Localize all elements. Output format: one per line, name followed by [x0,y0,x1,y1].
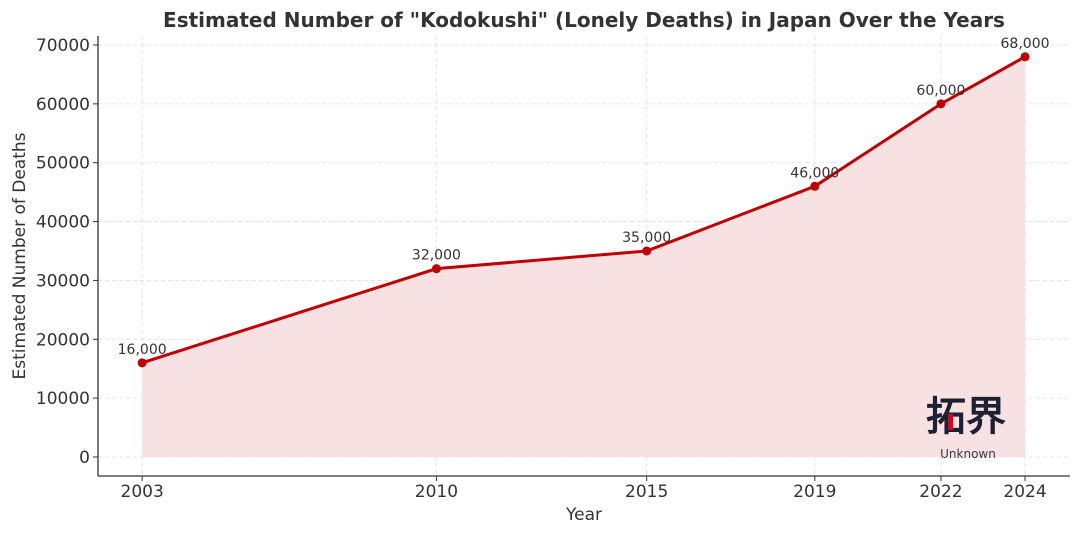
data-point [1020,52,1030,62]
watermark-logo: 拓界 Unknown [926,394,1006,461]
data-point [810,181,820,191]
x-tick-label: 2019 [793,482,836,502]
watermark-logo-text: 拓界 [926,394,1006,440]
data-point [137,358,147,368]
data-label: 16,000 [118,342,167,358]
y-axis-label: Estimated Number of Deaths [10,132,30,379]
data-label: 35,000 [622,230,671,246]
watermark-logo-accent [948,414,953,430]
series-line [141,55,1026,365]
y-tick-label: 50000 [36,154,90,174]
y-tick-label: 10000 [36,389,90,409]
x-tick-label: 2015 [625,482,668,502]
data-label: 68,000 [1001,36,1050,52]
data-point [642,246,652,256]
data-label: 60,000 [916,83,965,99]
chart-title: Estimated Number of "Kodokushi" (Lonely … [163,8,1005,32]
x-axis-label: Year [565,505,602,525]
watermark-subtitle: Unknown [940,447,996,461]
y-tick-label: 0 [79,448,90,468]
y-tick-label: 60000 [36,95,90,115]
y-tick-label: 20000 [36,330,90,350]
y-tick-label: 70000 [36,36,90,56]
data-label: 32,000 [412,248,461,264]
x-tick-label: 2003 [121,482,164,502]
y-tick-label: 30000 [36,271,90,291]
y-tick-label: 40000 [36,213,90,233]
axes [97,36,1070,477]
x-tick-label: 2010 [415,482,458,502]
data-point [936,99,946,109]
x-tick-label: 2022 [919,482,962,502]
x-tick-label: 2024 [1003,482,1046,502]
data-label: 46,000 [790,165,839,181]
data-point [431,264,441,274]
